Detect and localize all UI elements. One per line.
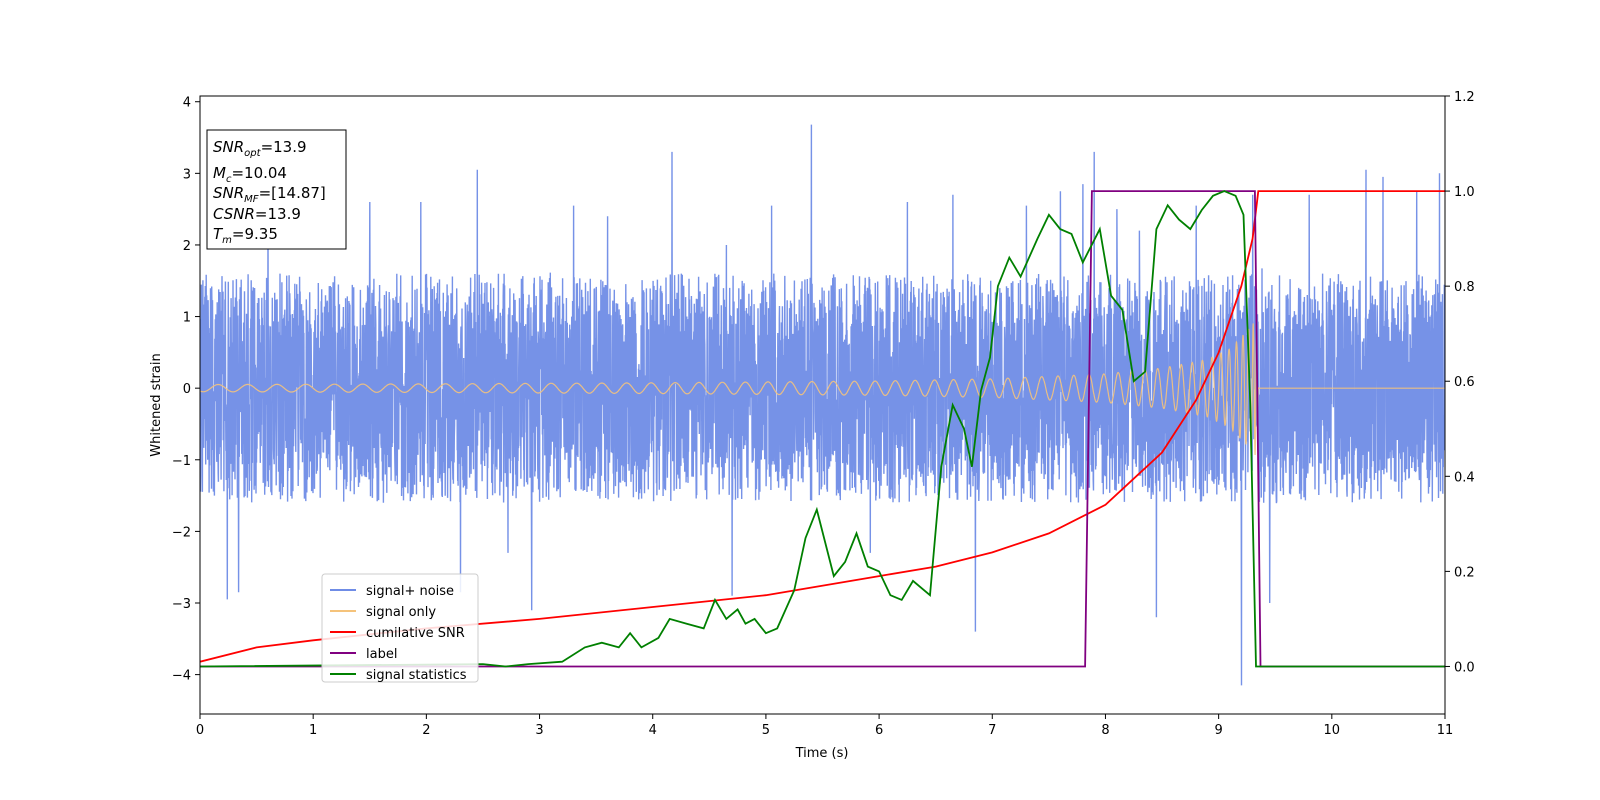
y-left-tick-label: 2 (183, 239, 191, 254)
y-left-tick-label: −4 (172, 669, 191, 684)
snr-opt-text: SNRopt=13.9 (213, 138, 307, 159)
y-right-tick-label: 1.0 (1454, 185, 1475, 200)
x-axis: 0 1 2 3 4 5 6 7 8 9 10 11 (196, 714, 1453, 738)
axes-frame (199, 95, 1446, 715)
series-line (200, 190, 1445, 668)
y-right-tick-label: 1.2 (1454, 90, 1475, 105)
mc-text: Mc=10.04 (213, 164, 287, 185)
y-axis-right: 0.0 0.2 0.4 0.6 0.8 1.0 1.2 (1445, 90, 1475, 675)
legend: signal+ noise signal only cumilative SNR la… (321, 573, 479, 683)
y-left-tick-label: 1 (183, 311, 191, 326)
y-left-tick-label: 4 (183, 96, 191, 111)
y-axis-label: Whitened strain (149, 353, 164, 456)
tm-text: Tm=9.35 (213, 225, 278, 246)
y-right-tick-label: 0.0 (1454, 660, 1475, 675)
legend-box (321, 573, 479, 683)
snr-mf-text: SNRMF=[14.87] (213, 184, 326, 205)
x-tick-label: 4 (649, 723, 657, 738)
x-tick-label: 1 (309, 723, 317, 738)
x-tick-label: 0 (196, 723, 204, 738)
x-tick-label: 3 (535, 723, 543, 738)
legend-label: signal+ noise (366, 584, 454, 599)
y-left-tick-label: −3 (172, 597, 191, 612)
x-tick-label: 9 (1214, 723, 1222, 738)
csnr-text: CSNR=13.9 (213, 205, 301, 223)
y-left-tick-label: −2 (172, 525, 191, 540)
x-tick-label: 7 (988, 723, 996, 738)
x-tick-label: 11 (1437, 723, 1454, 738)
y-right-tick-label: 0.8 (1454, 280, 1475, 295)
legend-label: signal statistics (366, 668, 467, 683)
x-tick-label: 2 (422, 723, 430, 738)
y-axis-left: −4 −3 −2 −1 0 1 2 3 4 (172, 96, 200, 684)
x-tick-label: 8 (1101, 723, 1109, 738)
legend-label: signal only (366, 605, 436, 620)
y-right-tick-label: 0.4 (1454, 470, 1475, 485)
y-left-tick-label: −1 (172, 454, 191, 469)
y-left-tick-label: 3 (183, 167, 191, 182)
x-tick-label: 5 (762, 723, 770, 738)
annotation-box: SNRopt=13.9 Mc=10.04 SNRMF=[14.87] CSNR=… (206, 129, 347, 250)
y-right-tick-label: 0.2 (1454, 565, 1475, 580)
y-left-tick-label: 0 (183, 382, 191, 397)
x-tick-label: 10 (1324, 723, 1341, 738)
y-right-tick-label: 0.6 (1454, 375, 1475, 390)
x-tick-label: 6 (875, 723, 883, 738)
series-line (200, 323, 1445, 456)
x-axis-label: Time (s) (795, 746, 849, 761)
legend-label: label (366, 647, 397, 662)
legend-label: cumilative SNR (366, 626, 465, 641)
